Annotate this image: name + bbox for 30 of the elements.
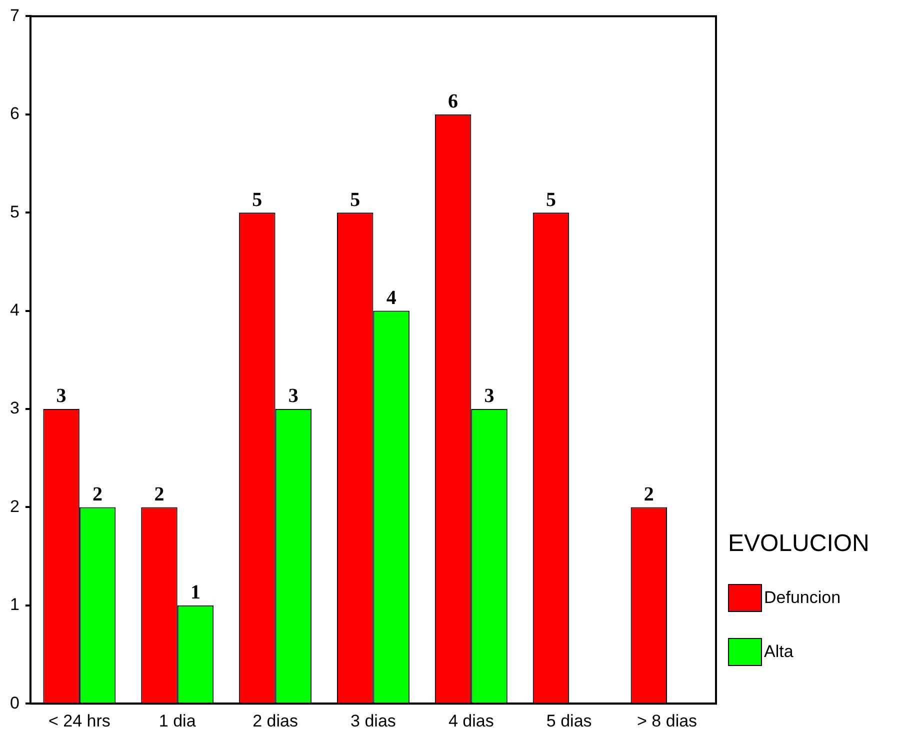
x-tick-label: 4 dias [448,711,494,730]
data-label: 6 [448,90,458,113]
legend-label: Alta [764,642,794,662]
y-tick-label: 7 [10,6,20,25]
x-tick-label: 3 dias [350,711,396,730]
data-label: 3 [288,385,298,408]
y-tick-label: 5 [10,202,20,222]
data-label: 2 [644,483,654,506]
y-tick-label: 1 [10,595,20,614]
x-tick-label: 1 dia [158,711,196,730]
x-tick-label: 5 dias [546,711,592,730]
data-label: 5 [350,188,360,211]
data-label: 2 [92,483,103,506]
y-tick-label: 3 [10,398,20,418]
legend-title: EVOLUCION [728,530,870,558]
y-tick-label: 0 [10,693,20,712]
data-label: 5 [546,188,556,211]
data-label: 3 [56,385,66,408]
y-tick-label: 6 [10,104,20,124]
data-label: 4 [386,286,396,309]
x-tick-label: > 8 dias [637,711,698,730]
data-label: 3 [484,385,494,408]
data-label: 1 [190,582,200,604]
legend-label: Defuncion [764,588,841,608]
y-tick-label: 4 [10,300,20,320]
data-label: 2 [154,483,164,506]
x-tick-label: 2 dias [252,711,298,730]
data-label: 5 [252,188,262,211]
x-tick-label: < 24 hrs [48,711,110,730]
y-tick-label: 2 [10,496,20,516]
